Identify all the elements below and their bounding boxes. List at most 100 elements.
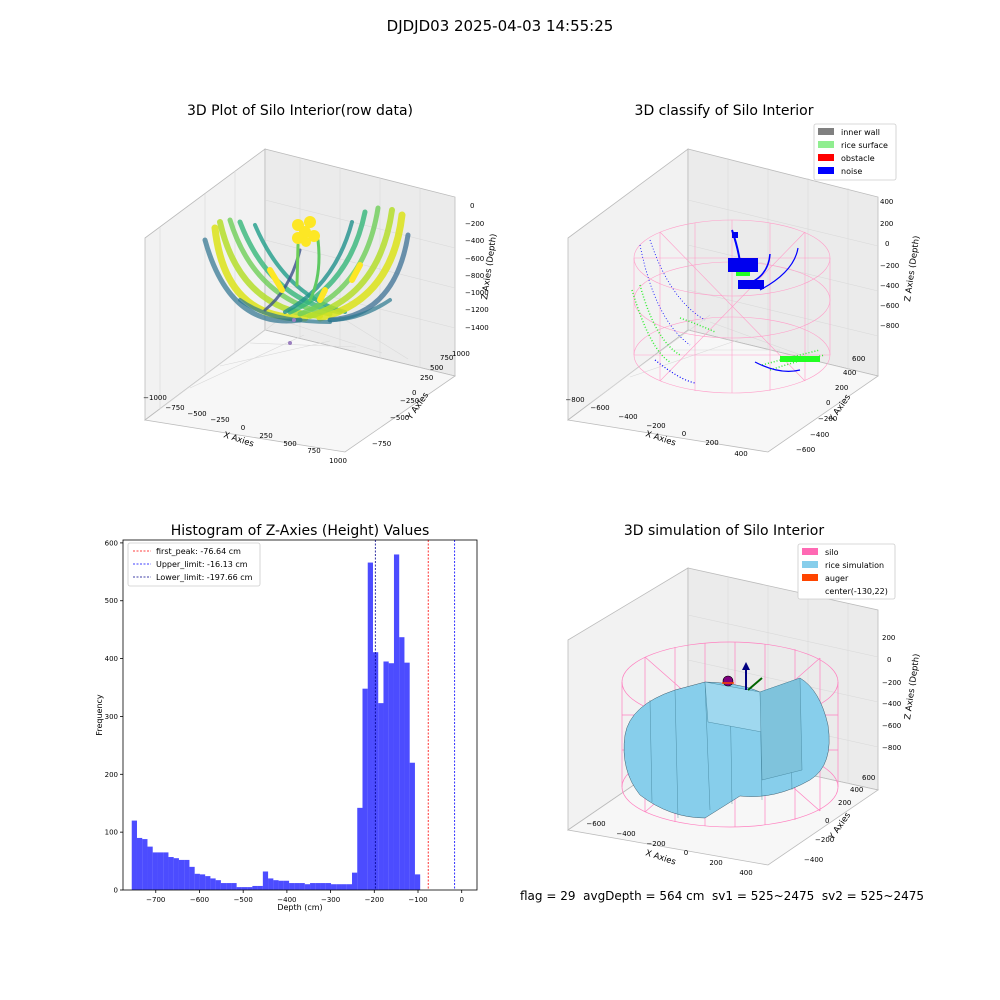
histogram-title: Histogram of Z-Axies (Height) Values	[170, 523, 430, 539]
x-tick-label: −600	[190, 896, 209, 904]
svg-text:−600: −600	[796, 446, 815, 454]
legend-label-inner-wall: inner wall	[841, 128, 880, 137]
classify-noise-cluster	[728, 232, 764, 289]
legend-label-obstacle: obstacle	[841, 154, 875, 163]
svg-text:−200: −200	[646, 422, 665, 430]
simulation-auger-markers	[722, 662, 763, 691]
svg-text:−600: −600	[590, 404, 609, 412]
simulation-rice-surface	[623, 677, 830, 819]
svg-text:600: 600	[852, 355, 865, 363]
raw-plot-title: 3D Plot of Silo Interior(row data)	[186, 103, 414, 119]
svg-text:0: 0	[885, 240, 889, 248]
svg-text:0: 0	[825, 817, 829, 825]
svg-text:0: 0	[470, 202, 474, 210]
svg-text:−800: −800	[565, 396, 584, 404]
histogram-bar	[194, 873, 200, 890]
svg-text:400: 400	[843, 369, 856, 377]
histogram-bar	[268, 878, 274, 890]
histogram-bar	[210, 878, 216, 890]
histogram-bar	[378, 703, 384, 890]
histogram-bar	[409, 762, 415, 890]
svg-text:−400: −400	[810, 431, 829, 439]
histogram-bar	[315, 883, 321, 890]
histogram-bar	[357, 807, 363, 890]
histogram-x-ticks: −700 −600 −500 −400 −300 −200 −100 0	[146, 890, 464, 904]
svg-text:200: 200	[835, 384, 848, 392]
raw-top-cluster	[292, 216, 320, 247]
svg-text:0: 0	[241, 424, 245, 432]
svg-text:0: 0	[826, 399, 830, 407]
histogram-bar	[168, 857, 174, 890]
histogram-bar	[157, 852, 164, 890]
legend-label-center: center(-130,22)	[825, 587, 888, 596]
histogram-bar	[184, 859, 190, 890]
histogram-bar	[399, 637, 405, 890]
histogram-legend: first_peak: -76.64 cm Upper_limit: -16.1…	[127, 542, 261, 587]
legend-swatch-obstacle	[818, 154, 834, 161]
svg-text:1000: 1000	[452, 350, 470, 358]
histogram-bar	[142, 839, 148, 890]
legend-label-lower-limit: Lower_limit: -197.66 cm	[156, 573, 253, 582]
svg-text:500: 500	[283, 440, 296, 448]
histogram-bar	[362, 688, 368, 890]
histogram-bar	[257, 885, 263, 890]
y-tick-label: 0	[114, 887, 118, 895]
histogram-bar	[236, 887, 242, 890]
x-tick-label: −700	[146, 896, 165, 904]
histogram-bar	[414, 874, 421, 890]
x-tick-label: −500	[234, 896, 253, 904]
x-tick-label: 0	[459, 896, 463, 904]
histogram-bar	[341, 884, 347, 890]
y-tick-label: 200	[105, 771, 118, 779]
svg-text:−1200: −1200	[465, 306, 489, 314]
raw-axis-ticks: −1000 −750 −500 −250 0 250 500 750 1000 …	[143, 202, 489, 465]
legend-label-upper-limit: Upper_limit: -16.13 cm	[156, 560, 248, 569]
svg-text:−200: −200	[818, 415, 837, 423]
simulation-legend: silo rice simulation auger center(-130,2…	[797, 543, 896, 600]
legend-swatch-silo	[802, 548, 818, 555]
raw-data-3d-plot: −1000 −750 −500 −250 0 250 500 750 1000 …	[143, 148, 499, 465]
histogram-bar	[173, 858, 179, 890]
histogram-bar	[163, 852, 169, 890]
svg-text:−400: −400	[618, 413, 637, 421]
histogram-bar	[283, 880, 290, 890]
histogram-frame	[122, 539, 478, 891]
legend-label-silo: silo	[825, 548, 839, 557]
svg-text:−600: −600	[586, 820, 605, 828]
histogram-bar	[220, 883, 227, 890]
histogram-bar	[152, 852, 158, 890]
simulation-x-axis-label: X Axies	[644, 848, 677, 867]
raw-outlier-point	[292, 318, 296, 322]
histogram-bar	[262, 871, 269, 890]
svg-text:−800: −800	[880, 322, 899, 330]
classify-3d-plot: inner wall rice surface obstacle noise −…	[565, 123, 922, 458]
x-tick-label: −100	[408, 896, 427, 904]
histogram-bar	[189, 866, 195, 890]
x-tick-label: −200	[365, 896, 384, 904]
histogram-bar	[388, 663, 394, 890]
svg-text:200: 200	[880, 220, 893, 228]
y-tick-label: 300	[105, 713, 118, 721]
legend-label-first-peak: first_peak: -76.64 cm	[156, 547, 241, 556]
histogram-bar	[147, 846, 153, 890]
histogram-bar	[325, 883, 332, 890]
histogram-bar	[404, 662, 410, 890]
svg-text:0: 0	[412, 389, 416, 397]
svg-text:−600: −600	[880, 302, 899, 310]
classify-z-axis-label: Z Axies (Depth)	[903, 235, 922, 302]
svg-text:400: 400	[734, 450, 747, 458]
svg-text:−200: −200	[882, 679, 901, 687]
histogram-bar	[226, 883, 232, 890]
svg-text:400: 400	[739, 869, 752, 877]
svg-text:−800: −800	[465, 272, 484, 280]
histogram-bar	[310, 883, 316, 890]
svg-text:−500: −500	[390, 414, 409, 422]
legend-swatch-noise	[818, 167, 834, 174]
histogram-bar	[252, 885, 258, 890]
svg-text:−200: −200	[815, 836, 834, 844]
simulation-3d-plot: silo rice simulation auger center(-130,2…	[566, 543, 922, 877]
svg-text:−1400: −1400	[465, 324, 489, 332]
histogram-bar	[178, 859, 185, 890]
svg-text:−400: −400	[804, 856, 823, 864]
svg-text:−400: −400	[880, 282, 899, 290]
